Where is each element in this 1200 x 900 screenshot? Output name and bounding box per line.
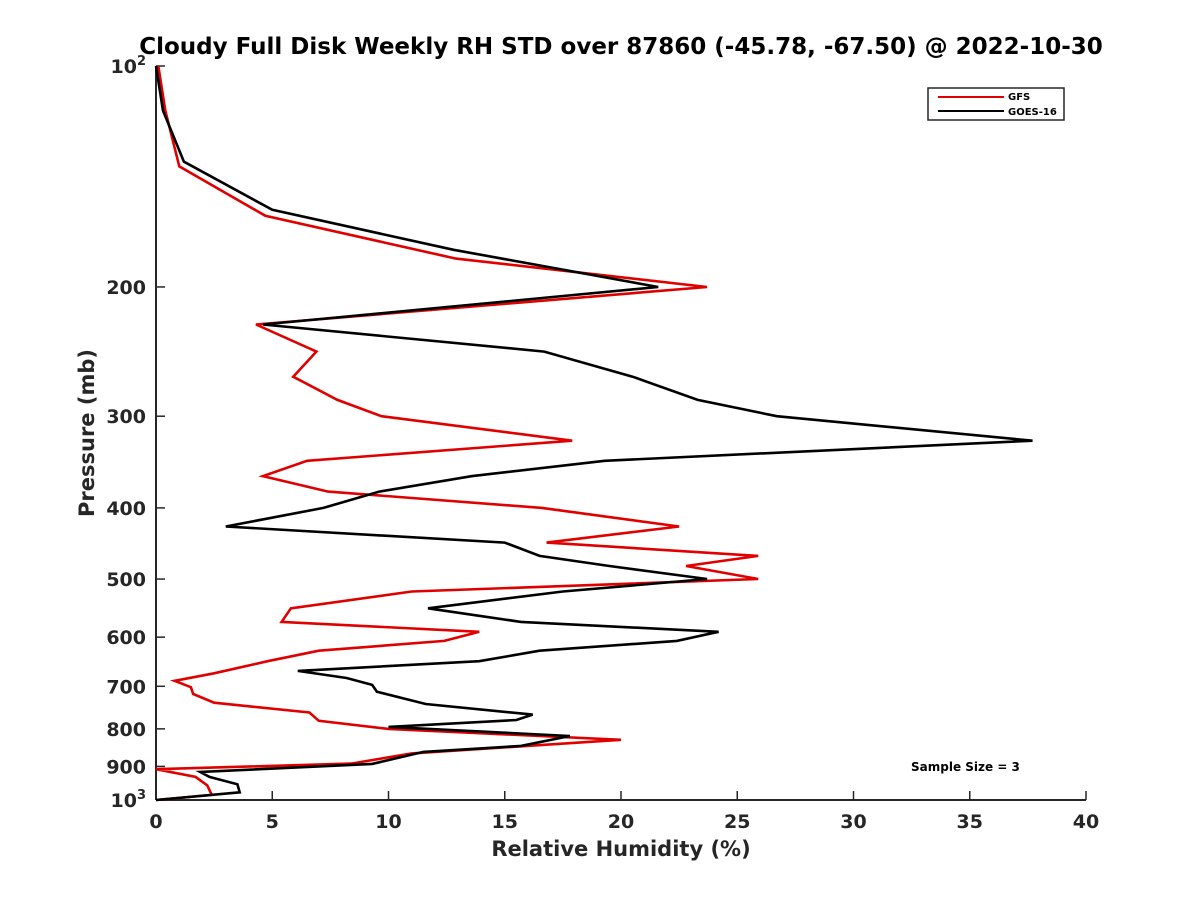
series-line-gfs bbox=[155, 65, 759, 802]
legend-box bbox=[927, 87, 1065, 121]
y-tick-label: 800 bbox=[106, 719, 146, 741]
x-tick-label: 20 bbox=[608, 811, 634, 833]
x-tick-label: 0 bbox=[149, 811, 162, 833]
y-tick-label: 103 bbox=[111, 788, 147, 812]
y-tick-label: 400 bbox=[106, 498, 146, 520]
legend: GFS GOES-16 bbox=[927, 87, 1065, 121]
sample-size-note: Sample Size = 3 bbox=[911, 760, 1020, 774]
legend-label-goes16: GOES-16 bbox=[1008, 107, 1057, 118]
chart-title: Cloudy Full Disk Weekly RH STD over 8786… bbox=[139, 34, 1103, 60]
y-tick-label: 600 bbox=[106, 627, 146, 649]
y-tick-label: 900 bbox=[106, 756, 146, 778]
x-tick-label: 5 bbox=[266, 811, 279, 833]
y-tick-label: 300 bbox=[106, 406, 146, 428]
x-tick-label: 15 bbox=[492, 811, 518, 833]
x-tick-label: 25 bbox=[724, 811, 750, 833]
x-tick-label: 40 bbox=[1073, 811, 1099, 833]
y-tick-label: 200 bbox=[106, 277, 146, 299]
y-tick-label: 102 bbox=[111, 54, 147, 78]
axes: 0 5 10 15 20 25 30 35 40 102 200 300 400 500 600 700 800… bbox=[106, 54, 1099, 833]
x-axis-label: Relative Humidity (%) bbox=[491, 837, 750, 861]
y-axis-label: Pressure (mb) bbox=[75, 349, 99, 517]
y-tick-label: 700 bbox=[106, 676, 146, 698]
x-tick-label: 10 bbox=[375, 811, 401, 833]
series-layer bbox=[154, 65, 1033, 802]
series-line-goes16 bbox=[154, 65, 1033, 802]
y-tick-label: 500 bbox=[106, 569, 146, 591]
legend-label-gfs: GFS bbox=[1008, 92, 1030, 103]
x-tick-label: 30 bbox=[840, 811, 866, 833]
x-tick-label: 35 bbox=[957, 811, 983, 833]
